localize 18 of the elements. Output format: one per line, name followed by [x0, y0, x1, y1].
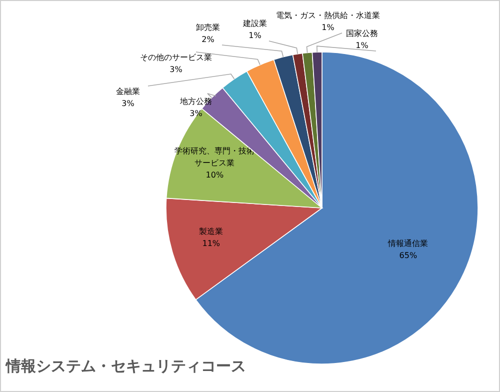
- data-label: 2%: [202, 35, 215, 44]
- data-label: 10%: [206, 170, 224, 180]
- data-label: 11%: [202, 239, 220, 248]
- slice-label: 建設業: [242, 19, 267, 28]
- data-label: 1%: [248, 31, 262, 40]
- slice-label: 電気・ガス・熱供給・水道業: [276, 11, 380, 20]
- slice-label: 製造業: [199, 227, 224, 236]
- data-label: 3%: [122, 99, 135, 108]
- slice-label: 情報通信業: [387, 238, 428, 248]
- data-label: 1%: [356, 41, 369, 50]
- data-label: 3%: [170, 65, 183, 74]
- slice-label: 卸売業: [196, 23, 220, 32]
- data-label: 65%: [399, 250, 418, 260]
- slice-label: 金融業: [116, 87, 140, 96]
- text: 情報システム・セキュリティコース: [5, 357, 246, 375]
- slice-label: その他のサービス業: [140, 53, 212, 62]
- data-label: 1%: [322, 23, 335, 32]
- slice-label: 国家公務: [346, 29, 378, 38]
